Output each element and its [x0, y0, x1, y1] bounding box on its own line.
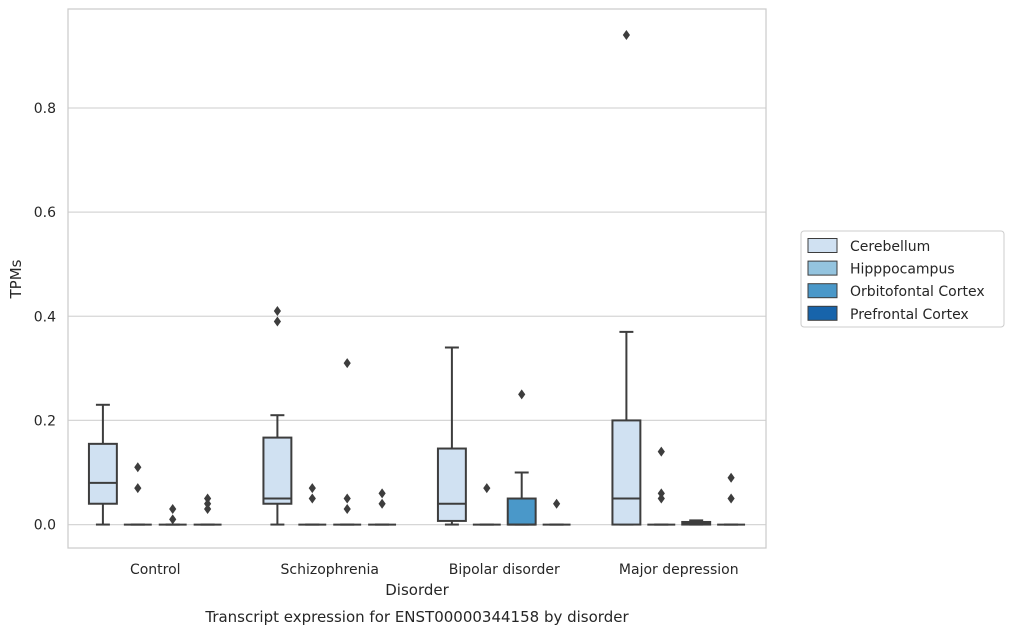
outlier-point	[134, 462, 142, 473]
y-tick-label: 0.2	[34, 413, 56, 429]
legend-swatch	[807, 305, 838, 321]
box	[87, 442, 118, 505]
legend-swatch	[807, 260, 838, 276]
outlier-point	[657, 446, 665, 457]
outlier-point	[169, 503, 177, 514]
series-orbitofontal-cortex	[158, 358, 712, 526]
box	[611, 419, 642, 526]
series-prefrontal-cortex	[193, 472, 746, 526]
outlier-point	[553, 498, 561, 509]
outlier-point	[727, 472, 735, 483]
outlier-point	[308, 493, 316, 504]
outlier-point	[622, 30, 630, 41]
x-axis-label: Disorder	[385, 581, 449, 599]
legend-swatch	[807, 238, 838, 253]
x-tick-label: Bipolar disorder	[449, 562, 560, 578]
y-tick-label: 0.4	[34, 309, 56, 325]
y-tick-label: 0.8	[34, 101, 56, 117]
y-axis-label: TPMs	[7, 259, 25, 299]
y-tick-label: 0.6	[34, 205, 56, 221]
x-tick-label: Schizophrenia	[281, 562, 379, 578]
y-tick-label: 0.0	[34, 518, 56, 534]
outlier-point	[378, 488, 386, 499]
outlier-point	[273, 306, 281, 317]
x-tick-label: Major depression	[619, 562, 739, 578]
outlier-point	[657, 493, 665, 504]
outlier-point	[483, 483, 491, 494]
outlier-point	[727, 493, 735, 504]
box-plots	[87, 30, 746, 526]
outlier-point	[204, 503, 212, 514]
axis-ticks: 0.0 0.2 0.4 0.6 0.8 Control Schizophrenia Bipol…	[34, 101, 739, 578]
legend: Cerebellum Hipppocampus Orbitofontal Corte…	[800, 230, 1005, 328]
box	[436, 447, 467, 522]
outlier-point	[378, 498, 386, 509]
legend-label: Orbitofontal Cortex	[850, 284, 985, 300]
outlier-point	[134, 483, 142, 494]
legend-label: Hipppocampus	[850, 262, 955, 278]
legend-label: Prefrontal Cortex	[850, 307, 969, 323]
outlier-point	[308, 483, 316, 494]
outlier-point	[204, 493, 212, 504]
series-cerebellum	[87, 30, 642, 526]
plot-frame	[67, 8, 767, 549]
box	[506, 497, 537, 526]
outlier-point	[518, 389, 526, 400]
outlier-point	[657, 488, 665, 499]
outlier-point	[343, 358, 351, 369]
legend-label: Cerebellum	[850, 239, 930, 255]
series-hipppocampus	[123, 446, 676, 526]
outlier-point	[343, 493, 351, 504]
outlier-point	[204, 498, 212, 509]
legend-frame	[800, 230, 1005, 328]
legend-swatch	[807, 283, 838, 299]
outlier-point	[343, 503, 351, 514]
outlier-point	[273, 316, 281, 327]
x-tick-label: Control	[130, 562, 181, 578]
chart-title: Transcript expression for ENST0000034415…	[204, 608, 629, 626]
outlier-point	[169, 514, 177, 525]
plot-area	[68, 9, 766, 548]
box	[262, 436, 293, 505]
